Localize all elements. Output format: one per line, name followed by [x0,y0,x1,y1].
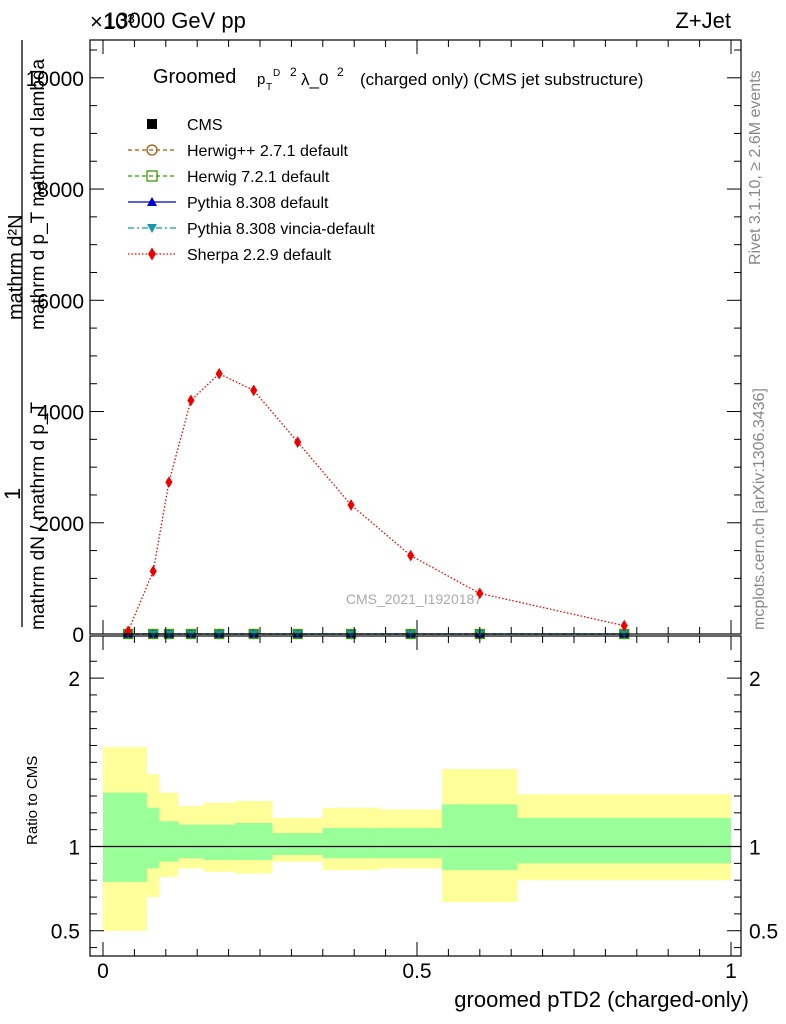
ratio-ytick-label-left-2: 2 [68,668,80,691]
main-ytick-label-4: 8000 [37,179,84,202]
title-lambda: λ_0 [301,70,328,89]
main-ytick-label-1: 2000 [37,513,84,536]
series-5-point-7 [347,499,355,511]
ratio-ytick-label-right-0: 0.5 [749,921,778,944]
title-pt-sub: T [266,82,272,93]
ratio-band-inner-5 [234,822,273,860]
legend-label-3: Pythia 8.308 default [187,195,329,212]
title-pt-sup: D [273,68,280,79]
mcplots-label: mcplots.cern.ch [arXiv:1306.3436] [751,388,768,630]
ratio-band-inner-7 [322,828,380,859]
series-5-point-8 [407,549,415,562]
legend-marker-3 [147,197,157,206]
ratio-ytick-label-right-2: 2 [749,668,761,691]
legend-marker-1 [146,144,158,156]
ratio-band-inner-3 [178,824,204,859]
ratio-ytick-label-left-1: 1 [68,837,80,860]
series-5-point-10 [620,619,628,632]
main-title: Groomed p T D 2 λ_0 2 (charged only) (CM… [153,65,643,93]
series-5-point-4 [215,367,223,380]
x-tick-label-1: 0.5 [402,960,431,983]
ratio-ytick-label-left-0: 0.5 [51,921,80,944]
title-pt: p [257,71,265,88]
legend-label-5: Sherpa 2.2.9 default [187,247,332,264]
legend-label-2: Herwig 7.2.1 default [187,169,330,186]
legend-marker-2 [146,170,158,182]
rivet-label: Rivet 3.1.10, ≥ 2.6M events [747,70,764,265]
legend: CMS Herwig++ 2.7.1 default Herwig 7.2.1 de… [128,117,375,264]
main-ytick-label-2: 4000 [37,402,84,425]
ratio-band-inner-1 [146,807,160,869]
ratio-band-inner-6 [272,833,323,855]
ylabel-num: mathrm d²N [5,214,27,320]
legend-label-0: CMS [187,117,223,134]
axes: 0 2000 4000 6000 8000 10000 0 0.5 1 0.5 0.5 1 1 2 2 [26,39,778,983]
series-5-point-3 [187,394,195,407]
energy-label: 13000 GeV pp [104,8,246,33]
ratio-ytick-label-right-1: 1 [749,837,761,860]
series-5-point-1 [149,565,157,578]
ylabel-num-full: mathrm d p_T mathrm d lambda [28,59,49,330]
title-sup3: 2 [337,65,344,79]
ylabel-denom: mathrm dN / mathrm d p_T [28,402,49,630]
analysis-watermark: CMS_2021_I1920187 [346,591,482,607]
x-tick-label-0: 0 [97,960,109,983]
series-5-point-5 [250,384,258,397]
main-ytick-label-3: 6000 [37,290,84,313]
legend-marker-5 [148,247,156,261]
ratio-ylabel: Ratio to CMS [24,756,41,845]
ylabel-one: 1 [0,488,25,500]
process-label: Z+Jet [675,8,731,33]
title-rest: (charged only) (CMS jet substructure) [360,70,643,89]
main-frame [89,39,742,635]
x-tick-label-2: 1 [725,960,737,983]
legend-label-4: Pythia 8.308 vincia-default [187,221,375,238]
ratio-band-inner-10 [517,817,731,864]
series-5-point-2 [165,476,173,489]
legend-marker-4 [147,224,157,233]
legend-label-1: Herwig++ 2.7.1 default [187,143,349,160]
main-ylabel: mathrm d²N mathrm d p_T mathrm d lambda … [0,40,49,630]
title-main: Groomed [153,66,236,88]
ratio-band-inner-9 [442,804,518,871]
x-axis-label: groomed pTD2 (charged-only) [454,987,749,1012]
legend-marker-0 [147,119,157,129]
title-sup2: 2 [290,65,297,79]
ratio-bands [90,747,741,931]
ratio-band-inner-8 [379,828,443,859]
ratio-band-inner-4 [203,824,235,860]
series-5-point-9 [476,587,484,600]
ratio-band-inner-0 [103,792,147,882]
series-5-point-6 [294,436,302,448]
ratio-band-inner-2 [159,821,179,862]
exponent-label: ×10³ [90,9,135,34]
main-ytick-label-5: 10000 [26,68,84,91]
main-ytick-label-0: 0 [72,624,84,647]
